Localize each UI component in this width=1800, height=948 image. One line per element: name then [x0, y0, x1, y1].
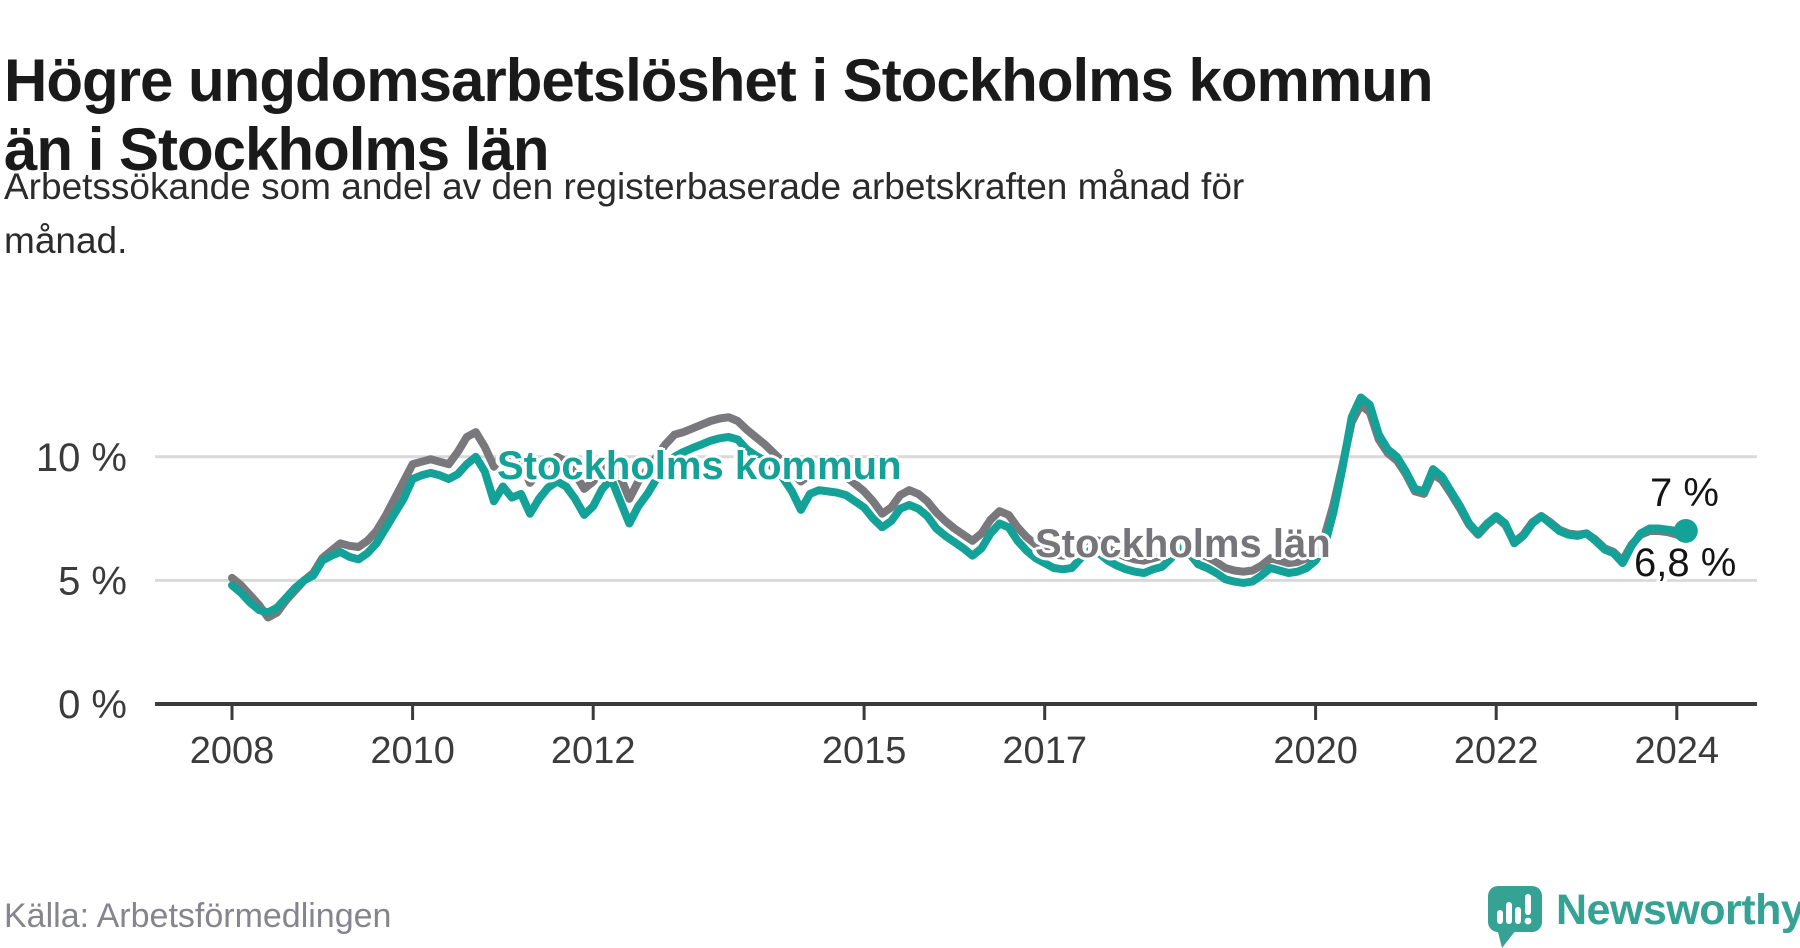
data-series [228, 393, 1698, 622]
gridlines [155, 455, 1757, 582]
y-tick-label-10: 10 % [36, 436, 127, 480]
title-line-2: än i Stockholms län [4, 116, 549, 184]
x-tick-label-2008: 2008 [190, 730, 275, 772]
x-tick-label-2010: 2010 [370, 730, 455, 772]
lan-line [228, 400, 1690, 622]
newsworthy-wordmark: Newsworthy [1556, 886, 1800, 934]
tick-labels: 0 % 5 % 10 % 2008 2010 2012 2015 2017 2020 2022 20… [36, 436, 1719, 772]
x-tick-label-2022: 2022 [1454, 730, 1539, 772]
series-label-stockholms-lan: Stockholms län [1035, 522, 1331, 566]
x-tick-label-2012: 2012 [551, 730, 636, 772]
page-title: Högre ungdomsarbetslöshet i Stockholms k… [4, 46, 1434, 184]
end-value-label-lan: 6,8 % [1634, 541, 1737, 585]
newsworthy-branding: Newsworthy [1488, 884, 1800, 948]
x-tick-label-2017: 2017 [1002, 730, 1087, 772]
subtitle-line-1: Arbetssökande som andel av den registerb… [4, 166, 1245, 207]
source-attribution: Källa: Arbetsförmedlingen [4, 897, 392, 935]
kommun-line [228, 393, 1690, 617]
axes-and-ticks [155, 702, 1757, 720]
subtitle-line-2: månad. [4, 220, 128, 261]
x-tick-label-2024: 2024 [1635, 730, 1720, 772]
x-tick-label-2015: 2015 [822, 730, 907, 772]
newsworthy-speech-bubble-chart-icon [1488, 886, 1542, 948]
chart-subtitle: Arbetssökande som andel av den registerb… [4, 160, 1244, 268]
kommun-end-dot [1673, 518, 1698, 543]
end-value-label-kommun: 7 % [1650, 471, 1719, 515]
title-line-1: Högre ungdomsarbetslöshet i Stockholms k… [4, 47, 1434, 115]
x-tick-label-2020: 2020 [1273, 730, 1358, 772]
y-tick-label-5: 5 % [58, 559, 127, 603]
y-tick-label-0: 0 % [58, 683, 127, 727]
series-label-stockholms-kommun: Stockholms kommun [497, 444, 902, 488]
